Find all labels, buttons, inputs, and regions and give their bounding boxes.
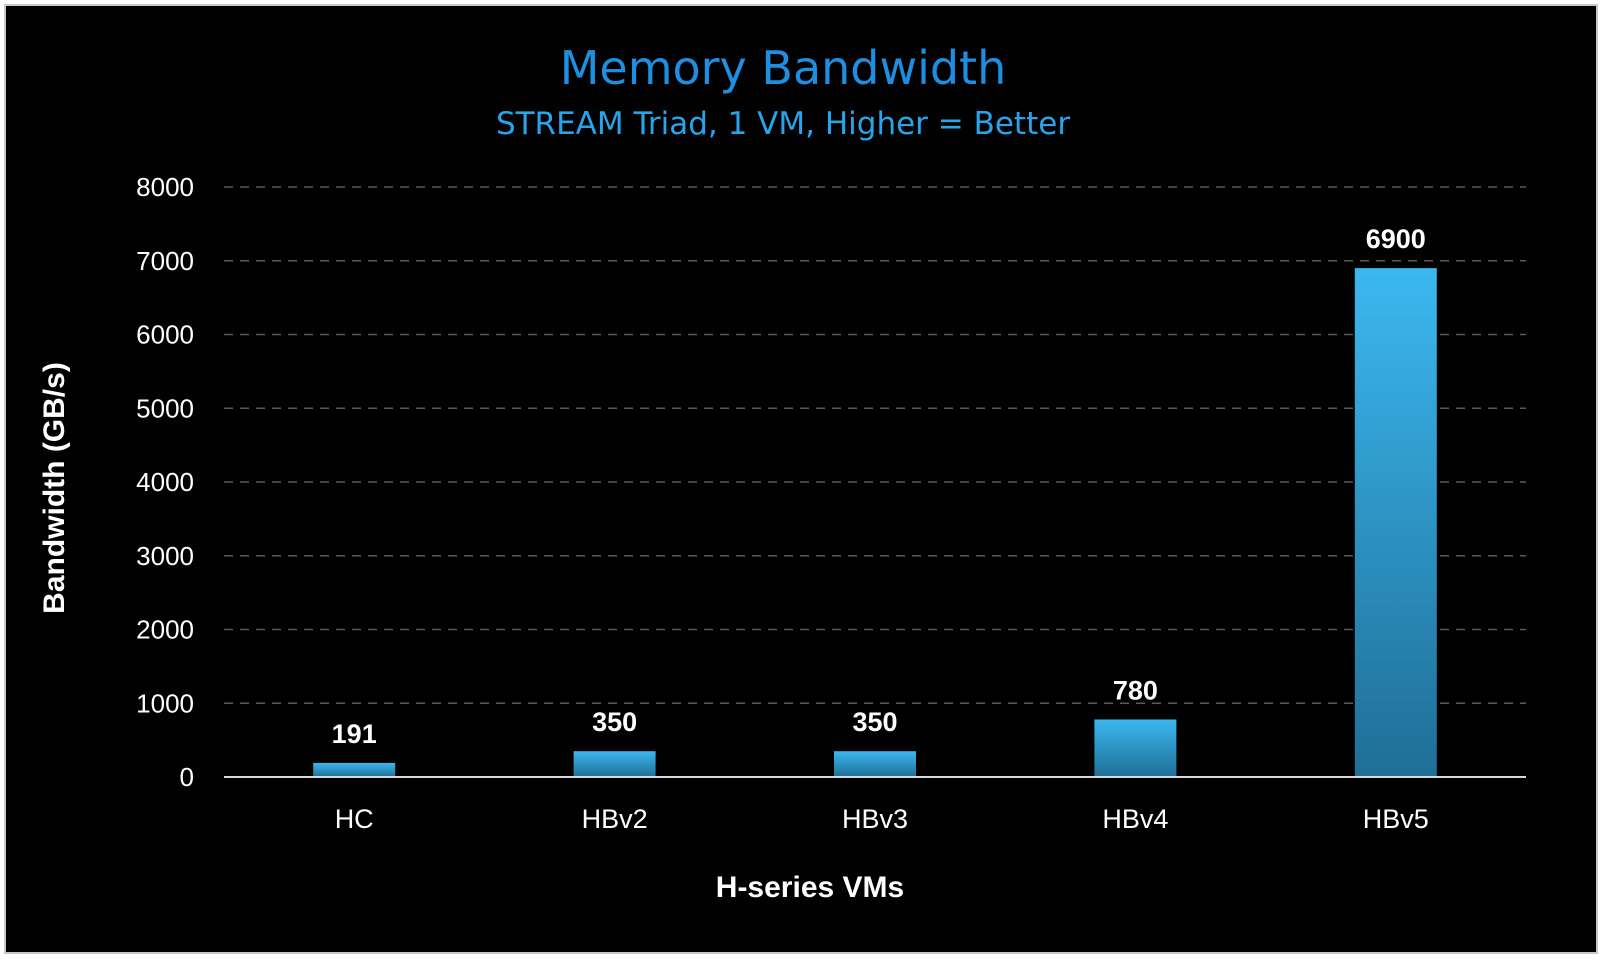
chart-frame: Memory Bandwidth STREAM Triad, 1 VM, Hig… bbox=[4, 4, 1598, 954]
data-labels: 191 350 350 780 6900 bbox=[332, 224, 1426, 749]
bar-chart: Memory Bandwidth STREAM Triad, 1 VM, Hig… bbox=[38, 41, 1526, 904]
x-axis-ticks: HC HBv2 HBv3 HBv4 HBv5 bbox=[335, 804, 1429, 834]
x-tick-label-hbv3: HBv3 bbox=[842, 804, 908, 834]
bar-hbv3 bbox=[834, 751, 916, 777]
y-tick-label: 1000 bbox=[136, 688, 194, 718]
y-tick-label: 0 bbox=[180, 762, 194, 792]
y-tick-label: 6000 bbox=[136, 320, 194, 350]
data-label-hc: 191 bbox=[332, 719, 377, 749]
gridlines bbox=[224, 186, 1526, 704]
y-tick-label: 3000 bbox=[136, 541, 194, 571]
bar-hbv2 bbox=[573, 751, 656, 777]
y-tick-label: 4000 bbox=[136, 467, 194, 497]
bars bbox=[313, 268, 1437, 777]
bar-hbv5 bbox=[1354, 268, 1437, 777]
y-tick-label: 8000 bbox=[136, 172, 194, 202]
chart-title: Memory Bandwidth bbox=[560, 41, 1007, 95]
bar-hc bbox=[313, 762, 396, 777]
data-label-hbv5: 6900 bbox=[1366, 224, 1426, 254]
x-tick-label-hc: HC bbox=[335, 804, 374, 834]
y-tick-label: 5000 bbox=[136, 393, 194, 423]
chart-subtitle: STREAM Triad, 1 VM, Higher = Better bbox=[496, 106, 1070, 142]
y-axis-label: Bandwidth (GB/s) bbox=[38, 362, 71, 614]
data-label-hbv3: 350 bbox=[852, 707, 897, 737]
y-tick-label: 7000 bbox=[136, 246, 194, 276]
x-axis-label: H-series VMs bbox=[716, 871, 904, 904]
data-label-hbv2: 350 bbox=[592, 707, 637, 737]
bar-hbv4 bbox=[1094, 719, 1177, 777]
x-tick-label-hbv2: HBv2 bbox=[582, 804, 648, 834]
x-tick-label-hbv5: HBv5 bbox=[1363, 804, 1429, 834]
y-axis-ticks: 0 1000 2000 3000 4000 5000 6000 7000 8000 bbox=[136, 172, 194, 792]
x-tick-label-hbv4: HBv4 bbox=[1102, 804, 1168, 834]
data-label-hbv4: 780 bbox=[1113, 675, 1158, 705]
y-tick-label: 2000 bbox=[136, 615, 194, 645]
